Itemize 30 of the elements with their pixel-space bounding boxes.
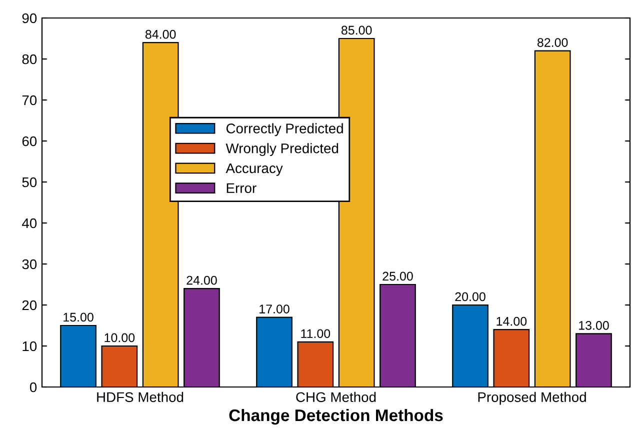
data-label: 11.00 <box>301 329 330 338</box>
data-label: 84.00 <box>145 30 176 39</box>
y-tick-label: 90 <box>22 13 37 24</box>
data-label: 17.00 <box>260 304 290 314</box>
y-tick-label: 70 <box>22 95 37 106</box>
data-label: 24.00 <box>186 276 217 285</box>
legend-label: Accuracy <box>226 163 283 176</box>
legend-label: Error <box>226 183 256 194</box>
x-axis-title: Change Detection Methods <box>229 408 443 425</box>
y-tick-label: 0 <box>30 382 37 392</box>
data-label: 13.00 <box>579 320 609 330</box>
y-tick-label: 20 <box>22 300 37 310</box>
y-tick-label: 80 <box>22 54 37 64</box>
y-tick-label: 60 <box>22 136 37 146</box>
data-label: 82.00 <box>537 38 568 47</box>
data-label: 25.00 <box>382 272 413 281</box>
y-tick-label: 50 <box>22 177 37 188</box>
data-label: 85.00 <box>341 26 372 35</box>
data-label: 20.00 <box>455 292 486 302</box>
x-tick-label: HDFS Method <box>97 392 184 402</box>
x-tick-label: Proposed Method <box>478 392 586 405</box>
data-label: 10.00 <box>104 333 135 342</box>
y-tick-label: 40 <box>22 218 37 228</box>
y-tick-label: 10 <box>22 341 37 352</box>
data-label: 15.00 <box>64 312 94 322</box>
legend-label: Wrongly Predicted <box>226 143 338 156</box>
x-tick-label: CHG Method <box>296 392 376 402</box>
legend-label: Correctly Predicted <box>226 123 343 136</box>
y-tick-label: 30 <box>22 259 37 270</box>
data-label: 14.00 <box>496 316 527 326</box>
